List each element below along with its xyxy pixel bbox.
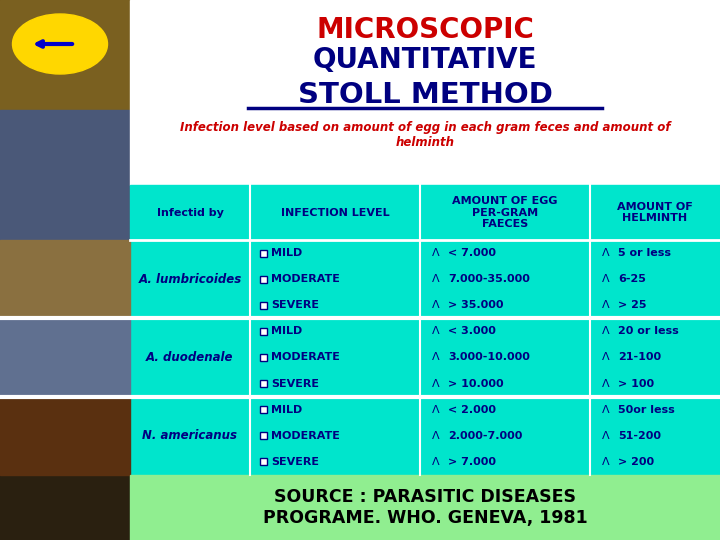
Text: Λ: Λ — [602, 379, 610, 389]
Text: 50or less: 50or less — [618, 404, 675, 415]
Text: MODERATE: MODERATE — [271, 274, 340, 284]
Text: > 35.000: > 35.000 — [448, 300, 503, 310]
Bar — [260, 380, 267, 387]
Text: SEVERE: SEVERE — [271, 457, 319, 467]
Ellipse shape — [12, 14, 107, 74]
Text: 2.000-7.000: 2.000-7.000 — [448, 431, 523, 441]
Text: Λ: Λ — [602, 431, 610, 441]
Bar — [260, 458, 267, 465]
Text: INFECTION LEVEL: INFECTION LEVEL — [281, 207, 390, 218]
Bar — [0, 240, 130, 319]
Bar — [260, 328, 267, 335]
Text: Λ: Λ — [432, 404, 440, 415]
Text: AMOUNT OF EGG
PER-GRAM
FAECES: AMOUNT OF EGG PER-GRAM FAECES — [452, 196, 558, 229]
Text: < 3.000: < 3.000 — [448, 326, 496, 336]
Text: STOLL METHOD: STOLL METHOD — [297, 81, 552, 109]
Text: 21-100: 21-100 — [618, 353, 661, 362]
Text: MICROSCOPIC: MICROSCOPIC — [316, 16, 534, 44]
Bar — [0, 110, 130, 260]
Text: Infectid by: Infectid by — [156, 207, 223, 218]
Bar — [0, 270, 130, 380]
Bar — [260, 302, 267, 309]
Bar — [0, 397, 130, 475]
Text: Λ: Λ — [602, 248, 610, 258]
Text: 7.000-35.000: 7.000-35.000 — [448, 274, 530, 284]
Text: MILD: MILD — [271, 248, 302, 258]
Text: SEVERE: SEVERE — [271, 300, 319, 310]
Bar — [260, 249, 267, 256]
Bar — [0, 0, 130, 540]
Text: A. lumbricoides: A. lumbricoides — [138, 273, 242, 286]
Text: Λ: Λ — [432, 379, 440, 389]
Bar — [0, 260, 130, 270]
Text: Λ: Λ — [432, 248, 440, 258]
Bar — [0, 460, 130, 540]
Text: Λ: Λ — [602, 457, 610, 467]
Text: AMOUNT OF
HELMINTH: AMOUNT OF HELMINTH — [617, 202, 693, 224]
Bar — [260, 354, 267, 361]
Text: Λ: Λ — [432, 326, 440, 336]
Bar — [260, 433, 267, 440]
Text: Λ: Λ — [432, 274, 440, 284]
Text: Λ: Λ — [432, 353, 440, 362]
Text: Λ: Λ — [432, 300, 440, 310]
Text: QUANTITATIVE: QUANTITATIVE — [312, 46, 537, 74]
Text: MODERATE: MODERATE — [271, 431, 340, 441]
Text: > 7.000: > 7.000 — [448, 457, 496, 467]
Text: Λ: Λ — [602, 326, 610, 336]
Text: 20 or less: 20 or less — [618, 326, 679, 336]
Text: Λ: Λ — [602, 274, 610, 284]
Text: MODERATE: MODERATE — [271, 353, 340, 362]
Text: 3.000-10.000: 3.000-10.000 — [448, 353, 530, 362]
Text: Λ: Λ — [602, 353, 610, 362]
Text: Λ: Λ — [602, 300, 610, 310]
Bar — [260, 275, 267, 282]
Text: Infection level based on amount of egg in each gram feces and amount of
helminth: Infection level based on amount of egg i… — [180, 121, 670, 149]
Text: MILD: MILD — [271, 326, 302, 336]
Text: N. americanus: N. americanus — [143, 429, 238, 442]
Text: < 2.000: < 2.000 — [448, 404, 496, 415]
Bar — [0, 319, 130, 397]
Bar — [130, 475, 720, 540]
Text: Λ: Λ — [432, 431, 440, 441]
Text: > 10.000: > 10.000 — [448, 379, 503, 389]
Bar — [260, 406, 267, 413]
Bar — [130, 185, 720, 475]
Text: MILD: MILD — [271, 404, 302, 415]
Text: > 200: > 200 — [618, 457, 654, 467]
Text: 51-200: 51-200 — [618, 431, 661, 441]
Text: < 7.000: < 7.000 — [448, 248, 496, 258]
Text: > 25: > 25 — [618, 300, 647, 310]
Text: 5 or less: 5 or less — [618, 248, 671, 258]
Text: A. duodenale: A. duodenale — [146, 351, 234, 364]
Text: Λ: Λ — [602, 404, 610, 415]
Bar — [0, 0, 130, 110]
Bar — [130, 0, 720, 185]
Text: SOURCE : PARASITIC DISEASES
PROGRAME. WHO. GENEVA, 1981: SOURCE : PARASITIC DISEASES PROGRAME. WH… — [263, 488, 588, 527]
Text: SEVERE: SEVERE — [271, 379, 319, 389]
Text: 6-25: 6-25 — [618, 274, 646, 284]
Text: > 100: > 100 — [618, 379, 654, 389]
Text: Λ: Λ — [432, 457, 440, 467]
